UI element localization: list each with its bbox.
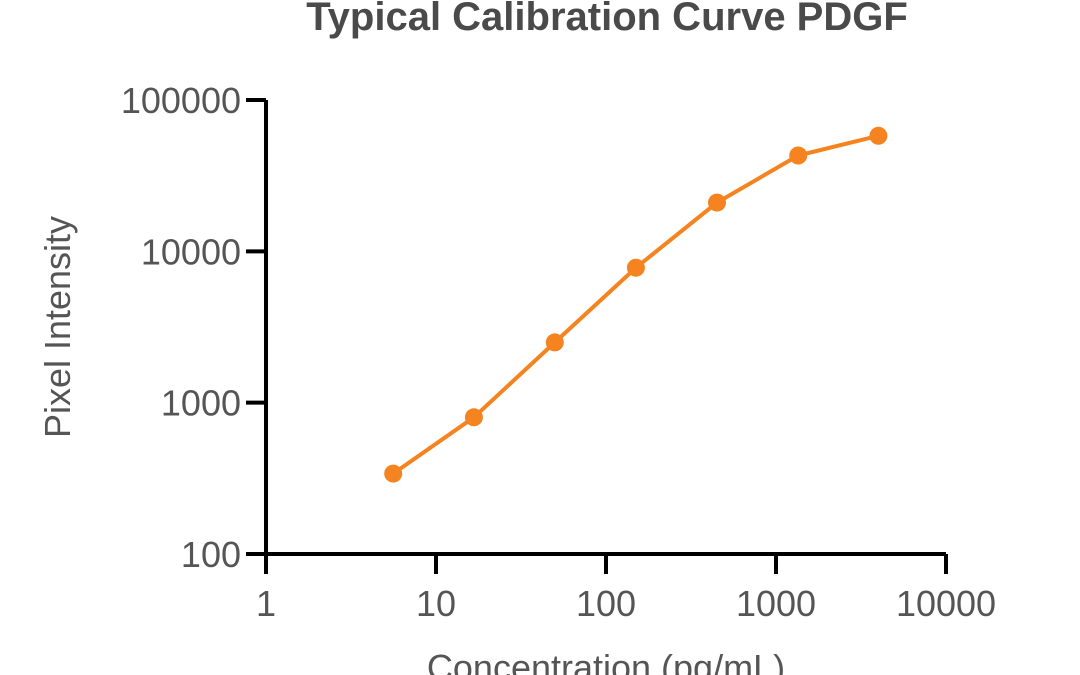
axes: 100 1000 10000 100000 1 10 100 1000 10000: [121, 80, 996, 624]
y-ticks: 100 1000 10000 100000: [121, 80, 266, 575]
y-tick-label: 1000: [161, 383, 241, 424]
data-point: [626, 258, 645, 277]
plot-area: [384, 126, 888, 483]
y-tick-label: 100000: [121, 80, 241, 121]
x-tick-label: 1: [256, 583, 276, 624]
y-tick-label: 10000: [141, 231, 241, 272]
data-point: [789, 146, 808, 165]
x-axis-label: Concentration (pg/mL): [427, 647, 785, 675]
x-tick-label: 10: [416, 583, 456, 624]
series-line: [392, 133, 879, 476]
chart-title: Typical Calibration Curve PDGF: [306, 0, 908, 39]
data-point: [545, 333, 564, 352]
data-point: [464, 408, 483, 427]
y-axis-label: Pixel Intensity: [37, 216, 78, 438]
data-point: [384, 464, 403, 483]
x-tick-label: 1000: [736, 583, 816, 624]
data-point: [869, 126, 888, 145]
x-tick-label: 10000: [896, 583, 996, 624]
y-tick-label: 100: [181, 534, 241, 575]
data-point: [708, 193, 726, 212]
x-tick-label: 100: [576, 583, 636, 624]
x-ticks: 1 10 100 1000 10000: [256, 554, 996, 624]
